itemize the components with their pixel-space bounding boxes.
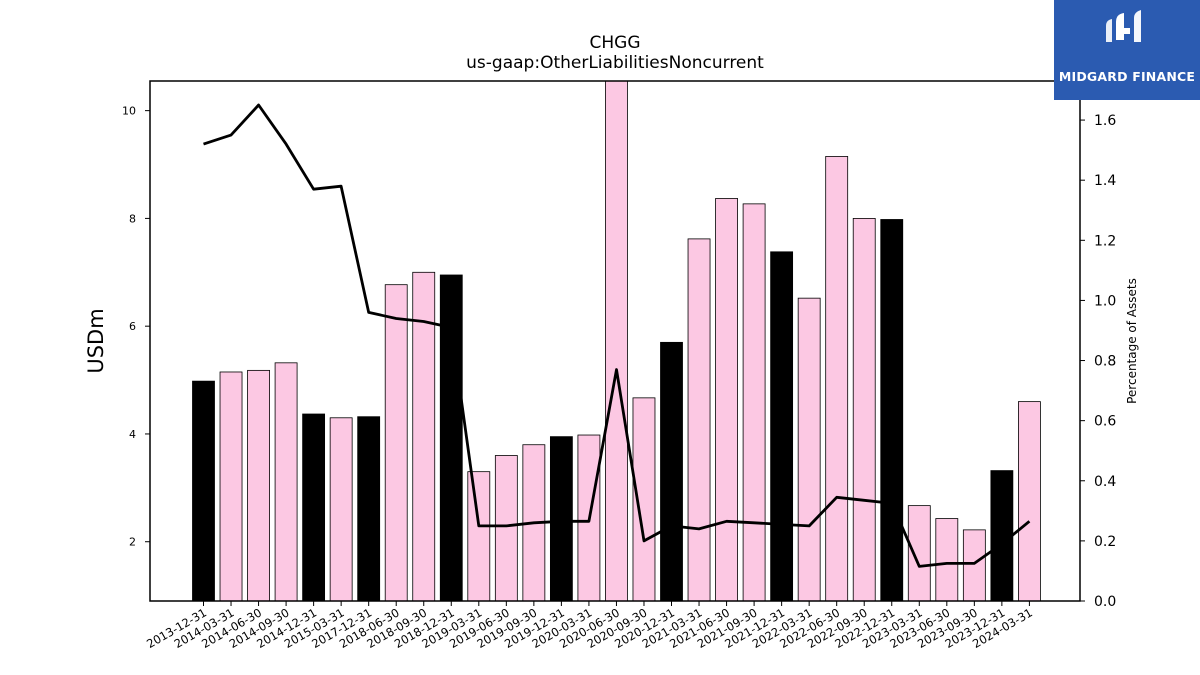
brand-logo: MIDGARD FINANCE [1054, 0, 1200, 100]
bar-2019-12-31 [549, 436, 573, 602]
y2-tick-label: 1.0 [1094, 293, 1116, 309]
y2-tick-label: 0.0 [1094, 594, 1116, 610]
midgard-logo-icon [1106, 10, 1141, 42]
bar-2019-03-31 [467, 471, 491, 602]
chart-title: CHGG [590, 33, 641, 53]
y-axis-ticks: 2 4 6 8 10 [122, 105, 150, 549]
bar-2022-12-31 [880, 219, 904, 602]
bar-2015-03-31 [329, 417, 353, 602]
y2-tick-label: 0.4 [1094, 474, 1116, 490]
bar-2017-12-31 [357, 416, 381, 602]
plot-frame [149, 80, 1081, 602]
bar-series [192, 80, 1041, 602]
bar-2014-03-31 [219, 371, 243, 602]
bar-2022-06-30 [825, 156, 849, 602]
y-tick-label: 10 [122, 105, 136, 118]
bar-2024-03-31 [1018, 401, 1041, 602]
y-axis-label: USDm [84, 308, 108, 373]
y-tick-label: 2 [129, 536, 136, 549]
line-series [203, 103, 1031, 568]
y2-tick-label: 1.2 [1094, 233, 1116, 249]
bar-2022-09-30 [852, 218, 876, 602]
bar-2014-09-30 [274, 362, 298, 602]
bar-2021-12-31 [770, 251, 794, 602]
bar-2018-12-31 [439, 274, 463, 602]
bar-2021-03-31 [687, 238, 711, 602]
bar-2023-09-30 [962, 529, 986, 602]
bar-2021-09-30 [742, 203, 766, 602]
bar-2018-06-30 [384, 284, 408, 602]
bar-2020-06-30 [605, 80, 628, 602]
bar-2014-12-31 [302, 413, 326, 602]
y-tick-label: 6 [129, 320, 136, 333]
x-axis-ticks: 2013-12-312014-03-312014-06-302014-09-30… [144, 601, 1035, 651]
bar-2021-06-30 [715, 198, 738, 602]
y2-tick-label: 0.2 [1094, 534, 1116, 550]
chart-subtitle: us-gaap:OtherLiabilitiesNoncurrent [466, 53, 764, 73]
bar-2020-12-31 [660, 341, 683, 602]
brand-name: MIDGARD FINANCE [1058, 69, 1196, 84]
y2-tick-label: 1.6 [1094, 113, 1116, 129]
bar-2023-06-30 [935, 518, 959, 602]
y2-tick-label: 1.4 [1094, 173, 1116, 189]
bar-2014-06-30 [247, 369, 270, 602]
bar-2019-06-30 [494, 455, 518, 602]
y-tick-label: 8 [129, 212, 136, 225]
y-tick-label: 4 [129, 428, 136, 441]
percentage-line [203, 103, 1031, 568]
axes [149, 80, 1081, 602]
y2-axis-ticks: 0.0 0.2 0.4 0.6 0.8 1.0 1.2 1.4 1.6 [1080, 113, 1116, 610]
y2-tick-label: 0.8 [1094, 354, 1116, 370]
bar-2023-03-31 [907, 505, 931, 602]
bar-2022-03-31 [797, 297, 821, 602]
y2-tick-label: 0.6 [1094, 414, 1116, 430]
y2-axis-label: Percentage of Assets [1125, 278, 1139, 404]
bar-2013-12-31 [192, 380, 215, 602]
